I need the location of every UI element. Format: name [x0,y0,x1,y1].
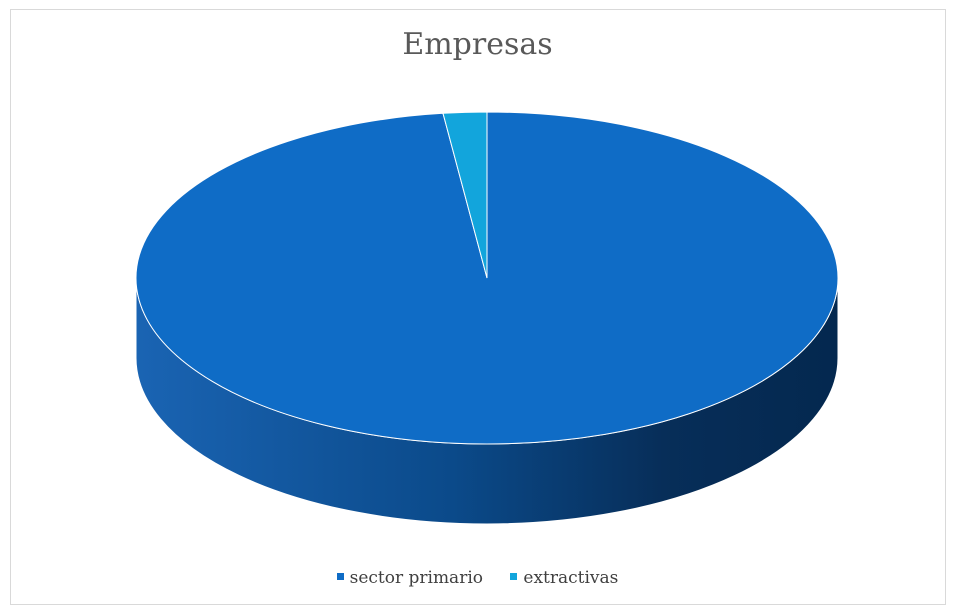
pie-slice-extractivas [442,111,488,279]
legend-item-extractivas: extractivas [510,568,618,588]
legend-label-extractivas: extractivas [523,568,619,588]
legend-swatch-extractivas [510,573,518,580]
chart-title: Empresas [402,27,553,62]
legend-swatch-sector-primario [336,573,344,580]
legend-label-sector-primario: sector primario [349,568,483,588]
legend-item-sector-primario: sector primario [336,568,483,588]
legend: sector primario extractivas [0,568,955,588]
